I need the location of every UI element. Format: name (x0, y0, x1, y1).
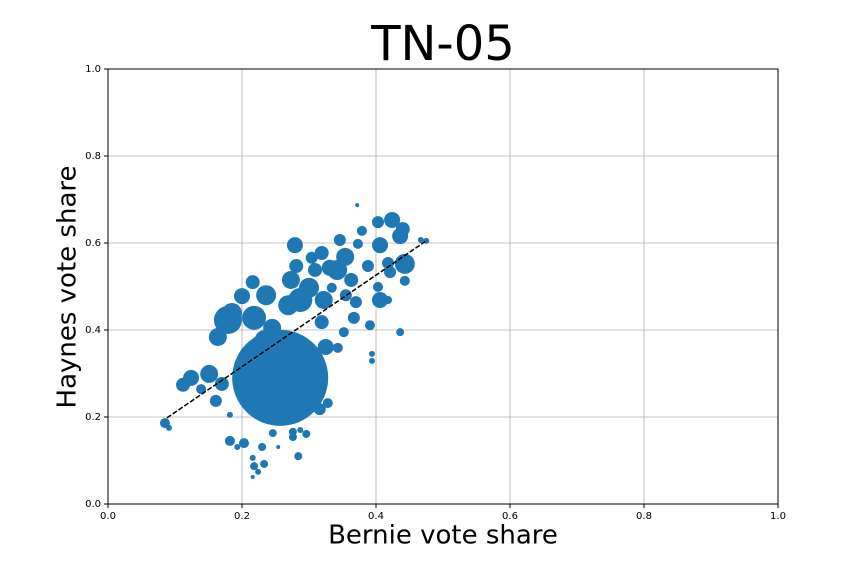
point (372, 237, 389, 254)
point (268, 429, 277, 438)
point (384, 295, 393, 304)
point (314, 315, 329, 330)
point (344, 272, 359, 287)
y-tick-label: 0.6 (85, 238, 101, 249)
point (361, 260, 374, 273)
point (314, 290, 333, 309)
point (384, 266, 397, 279)
axes-frame (107, 68, 779, 505)
point (372, 216, 385, 229)
y-tick-label: 0.4 (85, 325, 101, 336)
y-axis-label: Haynes vote share (53, 166, 83, 409)
point (332, 342, 343, 353)
point (256, 285, 277, 306)
y-tick-label: 1.0 (85, 64, 101, 75)
point (394, 253, 415, 274)
x-tick-label: 1.0 (770, 511, 786, 522)
x-axis-label: Bernie vote share (328, 521, 558, 551)
point (214, 376, 229, 391)
x-tick-label: 0.2 (234, 511, 250, 522)
point (417, 236, 424, 243)
point (333, 233, 346, 246)
trend-line (166, 240, 427, 419)
point (294, 452, 303, 461)
point (289, 259, 304, 274)
point (305, 251, 318, 264)
point (347, 311, 360, 324)
point (338, 327, 349, 338)
point (384, 211, 401, 228)
point (165, 424, 172, 431)
point (255, 468, 262, 475)
point (258, 443, 267, 452)
point (308, 262, 323, 277)
point (356, 225, 367, 236)
point (382, 257, 395, 270)
y-tick-label: 0.0 (85, 499, 101, 510)
point (317, 338, 334, 355)
point (288, 433, 297, 442)
point (314, 246, 329, 261)
point (221, 303, 242, 324)
point (209, 394, 222, 407)
point (302, 429, 311, 438)
ticks: 0.0 0.2 0.4 0.6 0.8 1.0 0.0 0.2 0.4 0.6 0.8 1.0 (85, 64, 786, 522)
point (286, 237, 303, 254)
point (399, 275, 410, 286)
point (260, 459, 269, 468)
y-tick-label: 0.2 (85, 412, 101, 423)
point (281, 270, 300, 289)
point (242, 305, 267, 330)
x-tick-label: 0.0 (100, 511, 116, 522)
point (313, 403, 326, 416)
point (349, 296, 362, 309)
point (297, 427, 304, 434)
point (249, 454, 256, 461)
chart-title: TN-05 (370, 16, 515, 72)
point (373, 281, 384, 292)
point (322, 398, 333, 409)
point (278, 295, 299, 316)
point (364, 320, 375, 331)
y-tick-label: 0.8 (85, 151, 101, 162)
point (250, 475, 255, 480)
point (352, 238, 363, 249)
point (299, 277, 319, 298)
point (395, 222, 410, 237)
x-tick-label: 0.4 (368, 511, 384, 522)
point (224, 435, 235, 446)
point (276, 445, 281, 450)
point (355, 203, 360, 208)
point (200, 364, 219, 383)
point (368, 350, 375, 357)
point (232, 329, 329, 426)
point (327, 259, 348, 280)
point (239, 438, 250, 449)
point (183, 369, 200, 386)
point (287, 412, 298, 423)
x-tick-label: 0.6 (502, 511, 518, 522)
point (250, 462, 259, 471)
point (368, 357, 375, 364)
point (326, 282, 337, 293)
plot-area (159, 203, 430, 480)
point (372, 291, 389, 308)
point (196, 384, 207, 395)
x-tick-label: 0.8 (636, 511, 652, 522)
point (234, 288, 250, 305)
point (234, 444, 241, 451)
point (396, 328, 405, 337)
point (245, 275, 260, 290)
point (226, 411, 233, 418)
